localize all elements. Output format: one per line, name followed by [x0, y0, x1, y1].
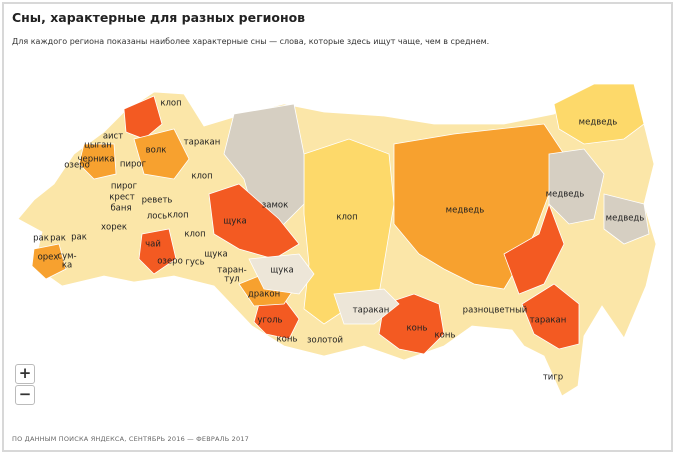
region: [378, 293, 445, 355]
region-label: замок: [262, 201, 288, 211]
region-label: орех: [38, 253, 59, 263]
region-label: золотой: [307, 336, 343, 346]
region-label: хорек: [101, 223, 127, 233]
region-label: волк: [146, 146, 167, 156]
title: Сны, характерные для разных регионов: [12, 10, 306, 25]
region: [208, 183, 300, 260]
region-label: аист: [103, 132, 123, 142]
region-label: дракон: [248, 290, 280, 300]
region-label: клоп: [191, 172, 212, 182]
region-label: уголь: [257, 316, 282, 326]
region: [248, 253, 315, 295]
region-label: реветь: [142, 196, 173, 206]
region: [503, 202, 565, 295]
region-label: тул: [224, 275, 239, 285]
region-label: конь: [277, 335, 298, 345]
region-label: таракан: [530, 316, 567, 326]
region-label: рак: [50, 234, 66, 244]
region-label: таран-: [217, 266, 246, 276]
region-label: баня: [110, 204, 131, 214]
region: [31, 243, 67, 280]
zoom-in-button[interactable]: +: [15, 364, 35, 384]
region-label: щука: [270, 266, 293, 276]
source-note: ПО ДАННЫМ ПОИСКА ЯНДЕКСА, СЕНТЯБРЬ 2016 …: [12, 435, 250, 443]
region-label: медведь: [446, 206, 485, 216]
region-label: чай: [145, 240, 161, 250]
region-label: клоп: [160, 99, 181, 109]
region-label: цыган: [84, 141, 112, 151]
region: [133, 128, 190, 180]
region-label: клоп: [184, 230, 205, 240]
region-label: крест: [109, 193, 134, 203]
region-label: тигр: [543, 373, 563, 383]
region: [603, 193, 650, 245]
region-label: пирог: [111, 182, 138, 192]
region-label: сум-: [57, 252, 76, 262]
region-label: пирог: [120, 160, 147, 170]
region-label: медведь: [579, 118, 618, 128]
region-label: черника: [77, 155, 114, 165]
region-label: таракан: [184, 138, 221, 148]
region-label: рак: [33, 234, 49, 244]
region-label: гусь: [185, 258, 204, 268]
region: [553, 83, 645, 145]
region-label: лось: [147, 212, 167, 222]
region-label: ка: [62, 261, 72, 271]
region-label: щука: [204, 250, 227, 260]
region: [138, 228, 177, 275]
region-label: конь: [407, 324, 428, 334]
region: [333, 288, 400, 325]
region-label: клоп: [336, 213, 357, 223]
region-label: медведь: [606, 214, 645, 224]
region-label: рак: [71, 233, 87, 243]
region-label: озеро: [64, 161, 90, 171]
zoom-out-button[interactable]: −: [15, 385, 35, 405]
region: [78, 143, 117, 180]
region-label: конь: [435, 331, 456, 341]
region-label: таракан: [353, 306, 390, 316]
region-label: щука: [223, 217, 246, 227]
region: [123, 95, 163, 140]
region-label: разноцветный: [463, 306, 528, 316]
region-label: клоп: [167, 211, 188, 221]
region: [521, 283, 580, 350]
region-label: озеро: [157, 257, 183, 267]
subtitle: Для каждого региона показаны наиболее ха…: [12, 37, 490, 46]
region-label: медведь: [546, 190, 585, 200]
